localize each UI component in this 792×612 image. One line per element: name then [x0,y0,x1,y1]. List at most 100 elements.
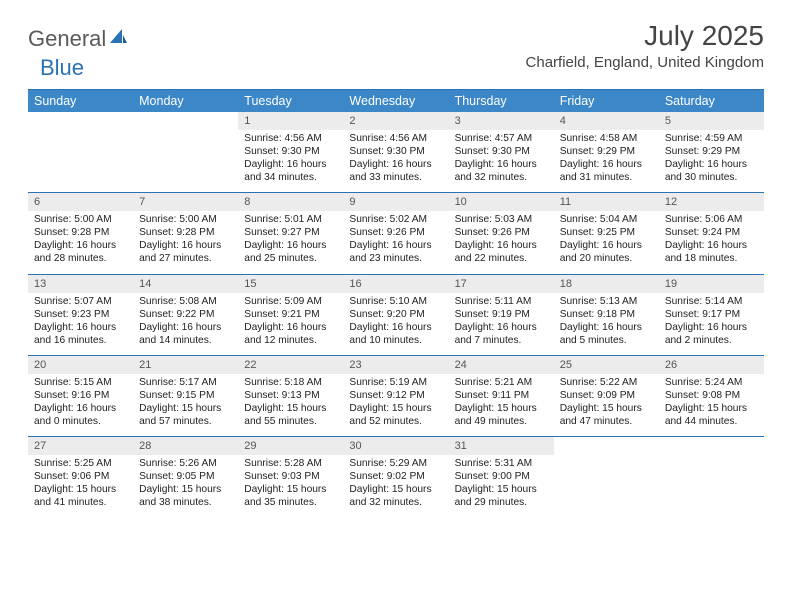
logo-text-blue: Blue [40,55,84,80]
sunrise-text: Sunrise: 5:14 AM [665,295,758,308]
daylight-text: Daylight: 16 hours and 22 minutes. [455,239,548,265]
day-number: 2 [343,112,448,130]
calendar-day-cell [659,437,764,518]
daylight-text: Daylight: 16 hours and 0 minutes. [34,402,127,428]
day-number: 21 [133,356,238,374]
daylight-text: Daylight: 15 hours and 35 minutes. [244,483,337,509]
calendar-day-cell: 14Sunrise: 5:08 AMSunset: 9:22 PMDayligh… [133,274,238,355]
sunset-text: Sunset: 9:26 PM [349,226,442,239]
logo: General [28,26,130,52]
day-number: 29 [238,437,343,455]
sunset-text: Sunset: 9:12 PM [349,389,442,402]
day-number: 8 [238,193,343,211]
sunset-text: Sunset: 9:02 PM [349,470,442,483]
sunrise-text: Sunrise: 5:08 AM [139,295,232,308]
calendar-day-cell [28,112,133,193]
sunset-text: Sunset: 9:21 PM [244,308,337,321]
day-number: 1 [238,112,343,130]
daylight-text: Daylight: 16 hours and 30 minutes. [665,158,758,184]
sunset-text: Sunset: 9:25 PM [560,226,653,239]
daylight-text: Daylight: 16 hours and 34 minutes. [244,158,337,184]
day-content: Sunrise: 5:10 AMSunset: 9:20 PMDaylight:… [343,293,448,355]
daylight-text: Daylight: 16 hours and 10 minutes. [349,321,442,347]
calendar-day-cell: 28Sunrise: 5:26 AMSunset: 9:05 PMDayligh… [133,437,238,518]
day-content: Sunrise: 5:11 AMSunset: 9:19 PMDaylight:… [449,293,554,355]
sunset-text: Sunset: 9:22 PM [139,308,232,321]
calendar-day-cell: 15Sunrise: 5:09 AMSunset: 9:21 PMDayligh… [238,274,343,355]
sunset-text: Sunset: 9:28 PM [139,226,232,239]
sunrise-text: Sunrise: 5:31 AM [455,457,548,470]
location: Charfield, England, United Kingdom [526,54,764,71]
sunset-text: Sunset: 9:27 PM [244,226,337,239]
day-content: Sunrise: 5:21 AMSunset: 9:11 PMDaylight:… [449,374,554,436]
sunset-text: Sunset: 9:29 PM [665,145,758,158]
sunset-text: Sunset: 9:16 PM [34,389,127,402]
daylight-text: Daylight: 16 hours and 14 minutes. [139,321,232,347]
sunrise-text: Sunrise: 5:25 AM [34,457,127,470]
day-number: 22 [238,356,343,374]
sunrise-text: Sunrise: 5:04 AM [560,213,653,226]
calendar-day-cell: 7Sunrise: 5:00 AMSunset: 9:28 PMDaylight… [133,193,238,274]
daylight-text: Daylight: 16 hours and 16 minutes. [34,321,127,347]
day-content: Sunrise: 5:09 AMSunset: 9:21 PMDaylight:… [238,293,343,355]
day-number: 3 [449,112,554,130]
day-number: 15 [238,275,343,293]
daylight-text: Daylight: 16 hours and 12 minutes. [244,321,337,347]
sunset-text: Sunset: 9:18 PM [560,308,653,321]
calendar-day-cell: 12Sunrise: 5:06 AMSunset: 9:24 PMDayligh… [659,193,764,274]
day-number: 5 [659,112,764,130]
sunrise-text: Sunrise: 5:00 AM [139,213,232,226]
day-header: Sunday [28,90,133,112]
day-content: Sunrise: 4:58 AMSunset: 9:29 PMDaylight:… [554,130,659,192]
day-number: 31 [449,437,554,455]
day-content: Sunrise: 5:24 AMSunset: 9:08 PMDaylight:… [659,374,764,436]
day-content: Sunrise: 5:26 AMSunset: 9:05 PMDaylight:… [133,455,238,517]
day-content: Sunrise: 5:18 AMSunset: 9:13 PMDaylight:… [238,374,343,436]
day-content: Sunrise: 5:01 AMSunset: 9:27 PMDaylight:… [238,211,343,273]
sunset-text: Sunset: 9:19 PM [455,308,548,321]
daylight-text: Daylight: 15 hours and 41 minutes. [34,483,127,509]
daylight-text: Daylight: 15 hours and 32 minutes. [349,483,442,509]
day-content: Sunrise: 5:14 AMSunset: 9:17 PMDaylight:… [659,293,764,355]
calendar-day-cell: 3Sunrise: 4:57 AMSunset: 9:30 PMDaylight… [449,112,554,193]
calendar-day-cell: 9Sunrise: 5:02 AMSunset: 9:26 PMDaylight… [343,193,448,274]
daylight-text: Daylight: 16 hours and 18 minutes. [665,239,758,265]
day-number [554,437,659,455]
sunrise-text: Sunrise: 5:22 AM [560,376,653,389]
sunrise-text: Sunrise: 4:59 AM [665,132,758,145]
calendar-day-cell: 13Sunrise: 5:07 AMSunset: 9:23 PMDayligh… [28,274,133,355]
sunset-text: Sunset: 9:23 PM [34,308,127,321]
sunset-text: Sunset: 9:13 PM [244,389,337,402]
calendar-day-cell: 18Sunrise: 5:13 AMSunset: 9:18 PMDayligh… [554,274,659,355]
daylight-text: Daylight: 15 hours and 38 minutes. [139,483,232,509]
day-number: 27 [28,437,133,455]
sunrise-text: Sunrise: 5:28 AM [244,457,337,470]
day-content [659,455,764,513]
daylight-text: Daylight: 16 hours and 33 minutes. [349,158,442,184]
day-number [659,437,764,455]
logo-text-general: General [28,26,106,52]
calendar-day-cell: 19Sunrise: 5:14 AMSunset: 9:17 PMDayligh… [659,274,764,355]
calendar-day-cell [133,112,238,193]
day-header: Wednesday [343,90,448,112]
daylight-text: Daylight: 15 hours and 44 minutes. [665,402,758,428]
sunset-text: Sunset: 9:03 PM [244,470,337,483]
day-content: Sunrise: 4:57 AMSunset: 9:30 PMDaylight:… [449,130,554,192]
sunrise-text: Sunrise: 5:06 AM [665,213,758,226]
sunrise-text: Sunrise: 5:19 AM [349,376,442,389]
title-block: July 2025 Charfield, England, United Kin… [526,20,764,71]
sunrise-text: Sunrise: 4:56 AM [349,132,442,145]
day-number: 18 [554,275,659,293]
calendar-day-cell: 17Sunrise: 5:11 AMSunset: 9:19 PMDayligh… [449,274,554,355]
calendar-day-cell: 10Sunrise: 5:03 AMSunset: 9:26 PMDayligh… [449,193,554,274]
calendar-day-cell: 27Sunrise: 5:25 AMSunset: 9:06 PMDayligh… [28,437,133,518]
sunrise-text: Sunrise: 5:13 AM [560,295,653,308]
calendar-week-row: 6Sunrise: 5:00 AMSunset: 9:28 PMDaylight… [28,193,764,274]
day-content: Sunrise: 5:13 AMSunset: 9:18 PMDaylight:… [554,293,659,355]
sunrise-text: Sunrise: 5:11 AM [455,295,548,308]
calendar-day-cell [554,437,659,518]
calendar-week-row: 13Sunrise: 5:07 AMSunset: 9:23 PMDayligh… [28,274,764,355]
day-content [554,455,659,513]
day-content: Sunrise: 5:04 AMSunset: 9:25 PMDaylight:… [554,211,659,273]
calendar-day-cell: 29 Sunrise: 5:28 AMSunset: 9:03 PMDayligh… [238,437,343,518]
